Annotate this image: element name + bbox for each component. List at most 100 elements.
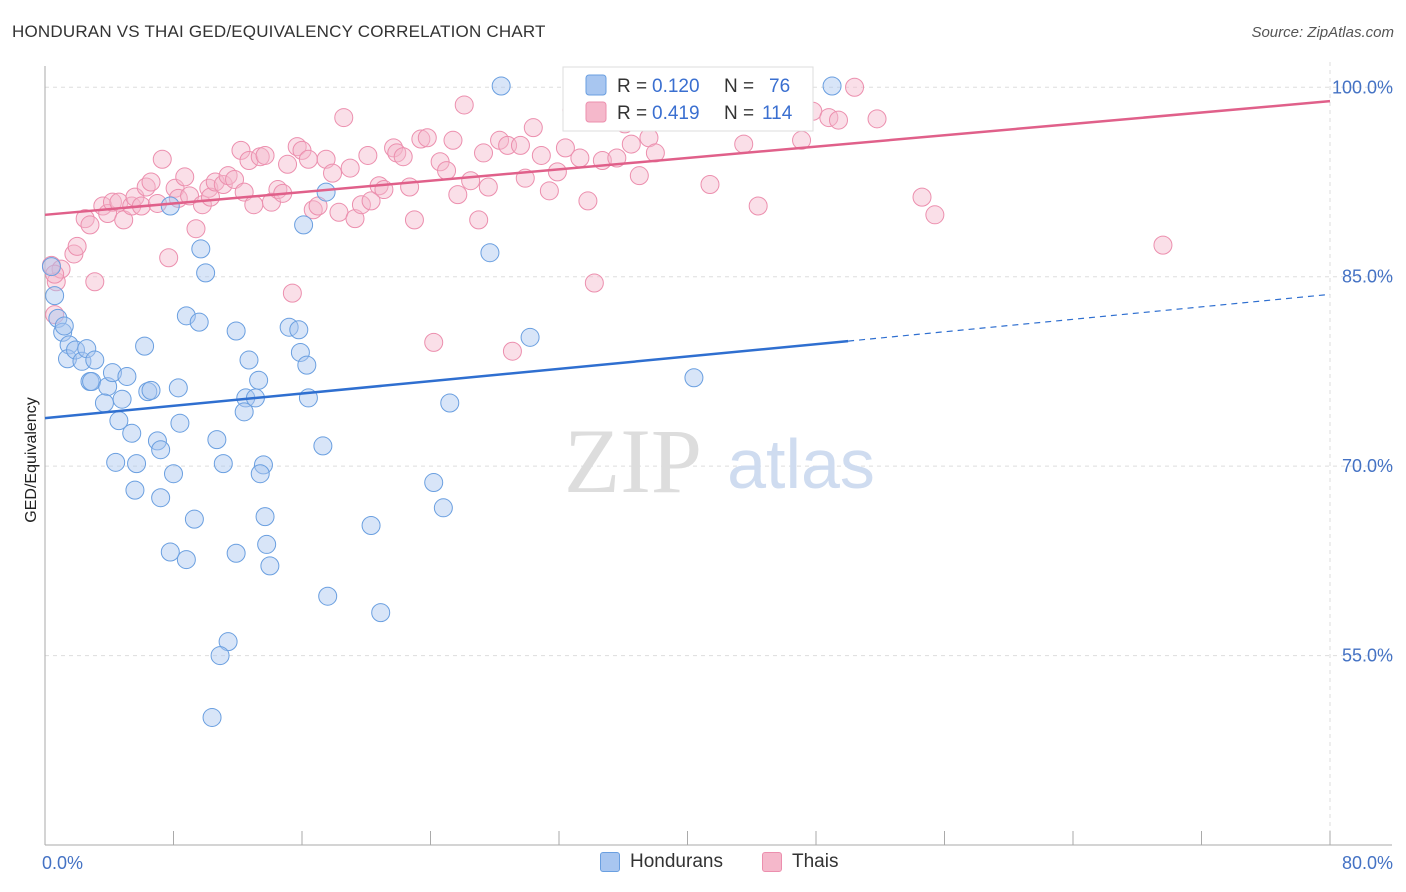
thais-point-75 — [469, 210, 489, 230]
hondurans-point-17 — [112, 389, 132, 409]
hondurans-point-70 — [440, 393, 460, 413]
hondurans-point-51 — [257, 534, 277, 554]
hondurans-trend-extension — [848, 293, 1331, 342]
legend-n-label-1: N = — [724, 103, 754, 124]
hondurans-point-23 — [168, 378, 188, 398]
thais-point-108 — [845, 77, 865, 97]
hondurans-point-33 — [234, 402, 254, 422]
hondurans-point-26 — [191, 239, 211, 259]
hondurans-point-66 — [316, 182, 336, 202]
thais-point-83 — [523, 118, 543, 138]
thais-point-8 — [85, 272, 105, 292]
legend-swatch-thais — [585, 101, 607, 123]
thais-point-96 — [621, 134, 641, 154]
thais-point-54 — [340, 158, 360, 178]
hondurans-point-16 — [94, 393, 114, 413]
thais-point-94 — [607, 148, 627, 168]
thais-point-11 — [102, 192, 122, 212]
thais-point-89 — [570, 148, 590, 168]
thais-point-24 — [175, 167, 195, 187]
thais-point-56 — [351, 195, 371, 215]
hondurans-point-55 — [290, 342, 310, 362]
hondurans-point-37 — [207, 430, 227, 450]
thais-point-33 — [225, 169, 245, 189]
legend-n-value-0: 76 — [769, 76, 790, 97]
hondurans-point-64 — [202, 707, 222, 727]
y-tick-label-1: 70.0% — [1342, 456, 1393, 476]
hondurans-point-3 — [53, 322, 73, 342]
thais-point-91 — [584, 273, 604, 293]
legend-swatch-thais-bottom — [762, 852, 782, 872]
series-legend: Hondurans Thais — [0, 851, 1406, 879]
thais-point-43 — [278, 154, 298, 174]
watermark-zip: ZIP — [564, 410, 702, 512]
thais-point-86 — [547, 162, 567, 182]
thais-point-47 — [298, 149, 318, 169]
thais-point-97 — [629, 166, 649, 186]
y-axis-label: GED/Equivalency — [23, 397, 40, 522]
legend-label-hondurans: Hondurans — [630, 851, 723, 872]
legend-n-value-1: 114 — [762, 103, 793, 124]
hondurans-point-49 — [176, 550, 196, 570]
hondurans-point-22 — [141, 380, 161, 400]
trend-lines — [44, 99, 1331, 420]
hondurans-point-65 — [294, 215, 314, 235]
hondurans-point-29 — [239, 350, 259, 370]
thais-point-68 — [424, 332, 444, 352]
thais-point-109 — [867, 109, 887, 129]
thais-point-66 — [411, 129, 431, 149]
hondurans-point-63 — [210, 646, 230, 666]
thais-point-80 — [502, 341, 522, 361]
thais-point-102 — [734, 134, 754, 154]
watermark: ZIP atlas — [564, 410, 875, 512]
thais-point-65 — [404, 210, 424, 230]
hondurans-point-41 — [213, 454, 233, 474]
thais-point-111 — [925, 205, 945, 225]
legend-r-value-1: 0.419 — [652, 103, 700, 124]
thais-point-37 — [244, 195, 264, 215]
thais-point-4 — [64, 244, 84, 264]
hondurans-point-75 — [822, 76, 842, 96]
thais-point-110 — [912, 187, 932, 207]
x-tick-label-0: 0.0% — [42, 853, 83, 873]
hondurans-point-74 — [684, 368, 704, 388]
legend-swatch-hondurans-bottom — [600, 852, 620, 872]
y-tick-label-2: 85.0% — [1342, 267, 1393, 287]
watermark-atlas: atlas — [727, 425, 875, 503]
thais-point-76 — [474, 143, 494, 163]
thais-points — [41, 77, 1173, 361]
thais-point-84 — [531, 145, 551, 165]
tick-labels: 55.0% 70.0% 85.0% 100.0% 0.0% 80.0% — [42, 77, 1393, 873]
hondurans-point-28 — [226, 321, 246, 341]
axes-layer — [44, 66, 1392, 846]
hondurans-point-14 — [102, 363, 122, 383]
hondurans-point-71 — [480, 243, 500, 263]
hondurans-trend-line — [44, 339, 849, 420]
hondurans-point-67 — [160, 196, 180, 216]
thais-point-57 — [358, 145, 378, 165]
thais-point-32 — [218, 166, 238, 186]
thais-point-67 — [417, 128, 437, 148]
hondurans-point-68 — [424, 473, 444, 493]
hondurans-point-34 — [170, 413, 190, 433]
hondurans-points — [41, 76, 842, 727]
legend-swatch-hondurans — [585, 74, 607, 96]
hondurans-point-56 — [297, 355, 317, 375]
hondurans-point-15 — [117, 366, 137, 386]
hondurans-point-61 — [371, 603, 391, 623]
chart-title: HONDURAN VS THAI GED/EQUIVALENCY CORRELA… — [12, 22, 546, 41]
hondurans-point-4 — [54, 316, 74, 336]
thais-point-87 — [555, 138, 575, 158]
thais-point-63 — [393, 147, 413, 167]
thais-point-85 — [539, 181, 559, 201]
hondurans-point-20 — [135, 336, 155, 356]
thais-point-26 — [186, 219, 206, 239]
thais-point-39 — [255, 145, 275, 165]
thais-point-52 — [329, 202, 349, 222]
x-tick-label-1: 80.0% — [1342, 853, 1393, 873]
hondurans-point-1 — [45, 286, 65, 306]
thais-point-7 — [80, 215, 100, 235]
thais-point-53 — [334, 108, 354, 128]
thais-point-1 — [46, 272, 66, 292]
thais-point-74 — [461, 171, 481, 191]
